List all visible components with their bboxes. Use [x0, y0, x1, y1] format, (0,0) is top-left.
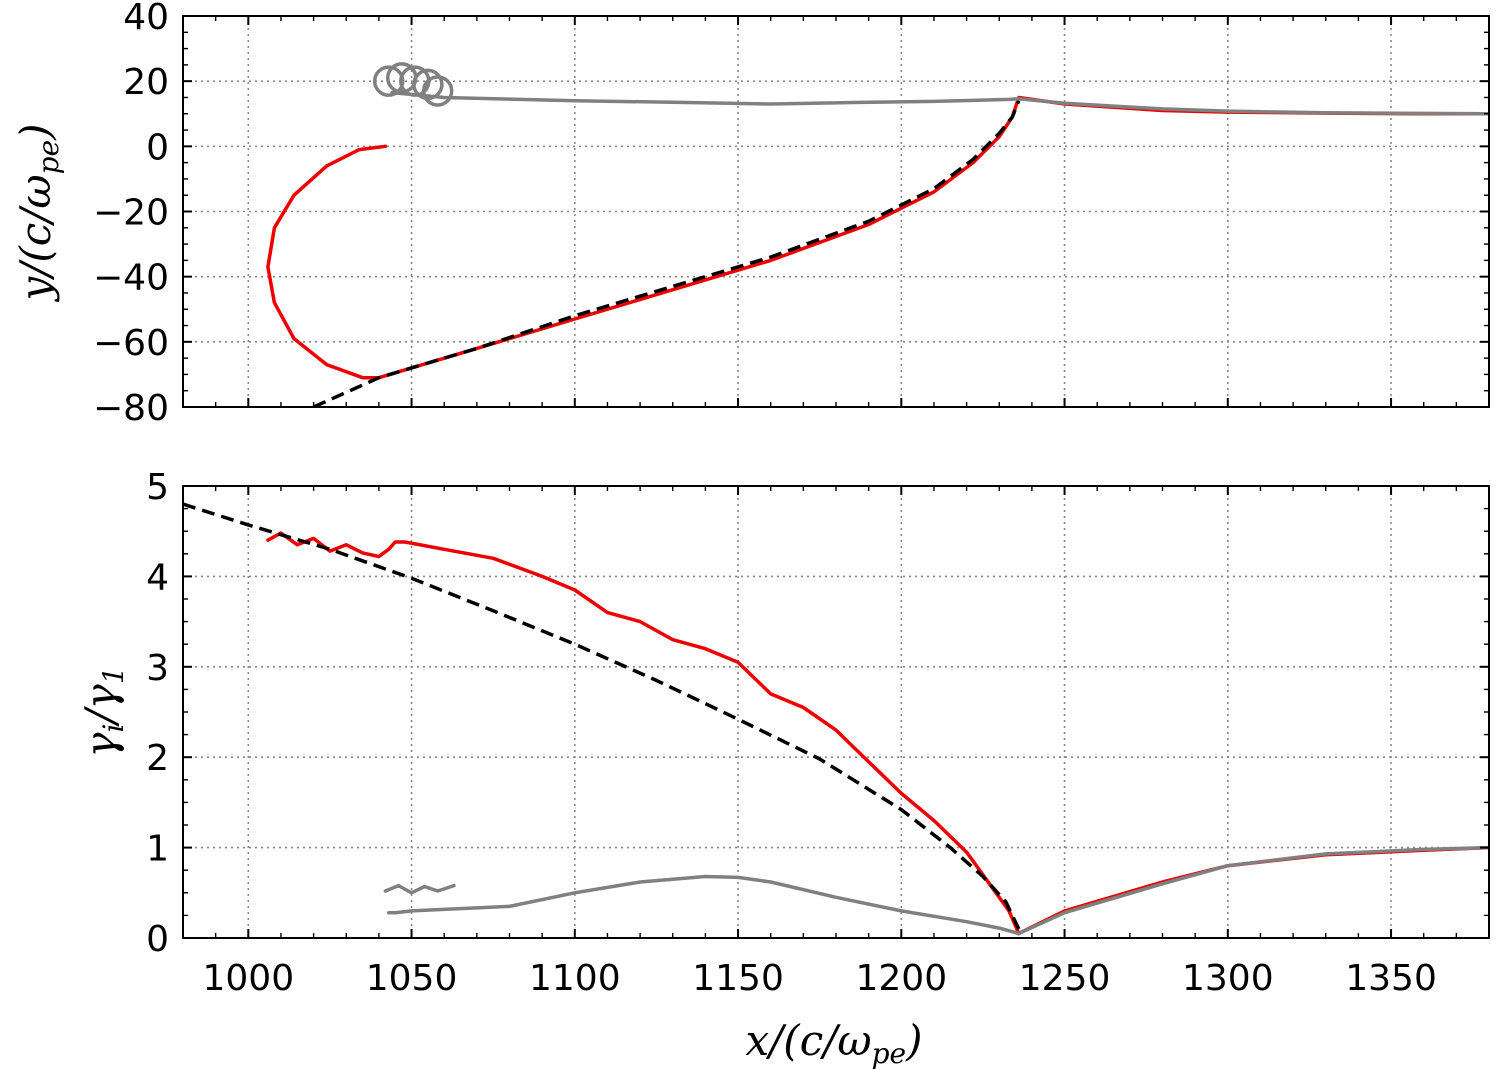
x-tick-label: 1100 — [529, 958, 621, 999]
gyration-loop — [372, 65, 405, 97]
bottom-panel: 1000 1050 1100 1150 1200 1250 1300 1350 0 1 2 3 4 5 γ… — [76, 467, 1490, 1069]
top-series-black-dashed — [312, 100, 1021, 407]
x-tick-label: 1150 — [692, 958, 784, 999]
bottom-plot-frame — [182, 485, 1490, 939]
x-tick-label: 1350 — [1345, 958, 1437, 999]
x-tick-label: 1050 — [366, 958, 458, 999]
y-tick-label: 40 — [123, 0, 169, 38]
top-series-gray-solid — [390, 90, 1489, 116]
y-tick-label: −80 — [93, 388, 169, 429]
bottom-series — [183, 502, 1489, 936]
top-ticks: −80 −60 −40 −20 0 20 40 — [93, 0, 1490, 429]
top-grid — [183, 16, 1489, 407]
y-tick-label: 1 — [146, 829, 169, 870]
top-y-axis-label: y/(c/ωpe) — [11, 123, 65, 302]
gyration-loop — [421, 75, 454, 107]
bottom-ticks: 1000 1050 1100 1150 1200 1250 1300 1350 0 1 2 3 4 5 — [146, 467, 1490, 999]
y-tick-label: 2 — [146, 738, 169, 779]
bottom-series-gray-scribble — [383, 883, 456, 895]
y-tick-label: 5 — [146, 467, 169, 508]
bottom-series-black-dashed — [183, 502, 1021, 930]
bottom-grid — [183, 486, 1489, 938]
y-tick-label: 20 — [123, 62, 169, 103]
bottom-series-gray-solid — [386, 845, 1489, 936]
y-tick-label: 4 — [146, 557, 169, 598]
y-tick-label: 0 — [146, 127, 169, 168]
y-tick-label: 0 — [146, 919, 169, 960]
top-series — [266, 62, 1489, 407]
y-tick-label: −60 — [93, 323, 169, 364]
x-tick-label: 1300 — [1182, 958, 1274, 999]
y-tick-label: −40 — [93, 258, 169, 299]
bottom-x-axis-label: x/(c/ωpe) — [745, 1016, 922, 1069]
y-tick-label: −20 — [93, 193, 169, 234]
bottom-y-axis-label: γi/γ1 — [76, 666, 130, 757]
top-series-red-solid — [266, 95, 1489, 380]
x-tick-label: 1200 — [855, 958, 947, 999]
top-panel: −80 −60 −40 −20 0 20 40 y/(c/ωpe) — [11, 0, 1490, 429]
x-tick-label: 1000 — [202, 958, 294, 999]
y-tick-label: 3 — [146, 648, 169, 689]
x-tick-label: 1250 — [1019, 958, 1111, 999]
